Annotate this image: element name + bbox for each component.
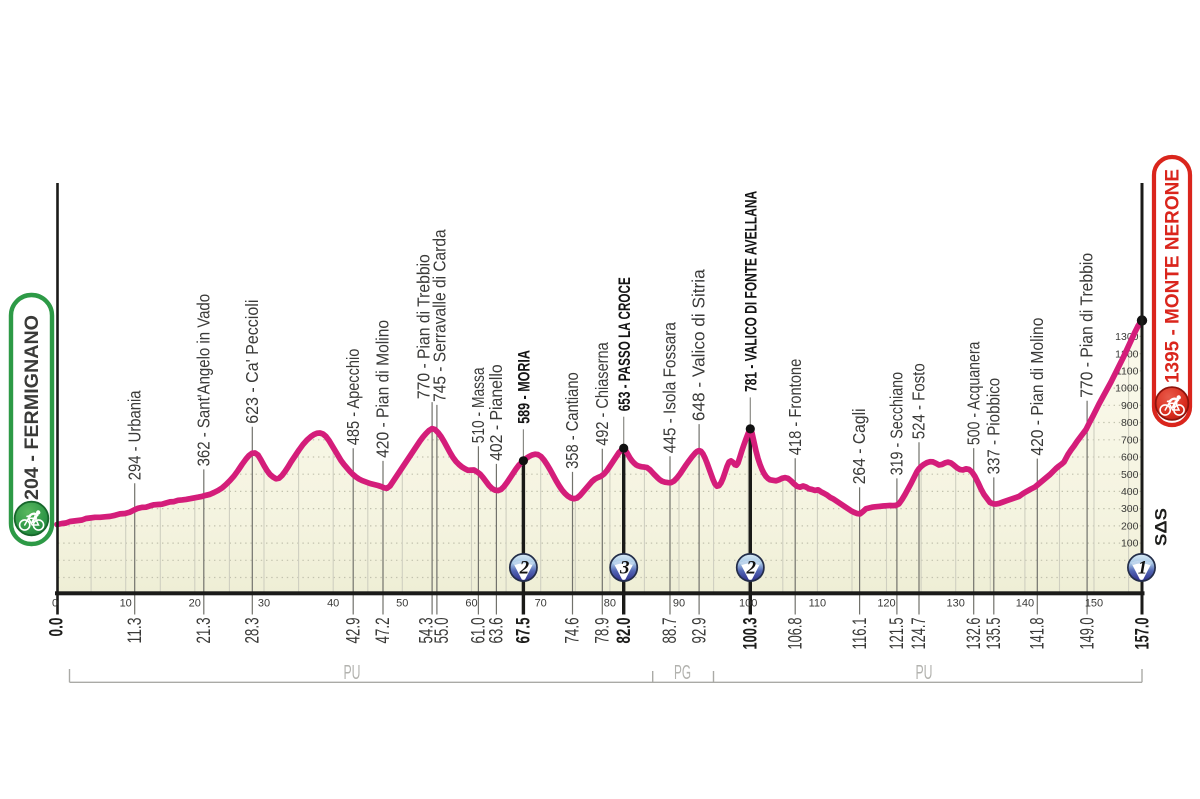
svg-text:157.0: 157.0 xyxy=(1133,618,1154,650)
svg-text:589 - MORIA: 589 - MORIA xyxy=(515,350,534,424)
svg-text:770 - Pian di Trebbio: 770 - Pian di Trebbio xyxy=(414,254,434,399)
svg-text:54.3: 54.3 xyxy=(416,618,437,644)
svg-text:402 - Pianello: 402 - Pianello xyxy=(486,364,506,461)
svg-text:55.0: 55.0 xyxy=(432,618,453,644)
svg-text:300: 300 xyxy=(1121,503,1139,515)
svg-text:82.0: 82.0 xyxy=(614,618,635,644)
svg-text:319 - Secchiano: 319 - Secchiano xyxy=(887,372,907,476)
svg-text:20: 20 xyxy=(189,598,201,610)
svg-text:110: 110 xyxy=(809,598,827,610)
svg-text:3: 3 xyxy=(619,558,630,579)
svg-text:60: 60 xyxy=(465,598,477,610)
svg-text:74.6: 74.6 xyxy=(563,618,584,644)
svg-text:PU: PU xyxy=(344,662,361,684)
svg-text:61.0: 61.0 xyxy=(469,618,490,644)
svg-text:63.6: 63.6 xyxy=(487,618,508,644)
svg-text:445 - Isola Fossara: 445 - Isola Fossara xyxy=(660,322,680,453)
svg-text:358 - Cantiano: 358 - Cantiano xyxy=(562,372,582,469)
svg-text:510 - Massa: 510 - Massa xyxy=(468,367,488,443)
svg-text:0: 0 xyxy=(52,598,58,610)
svg-text:100.3: 100.3 xyxy=(741,618,762,650)
svg-text:80: 80 xyxy=(604,598,616,610)
svg-text:500 - Acquanera: 500 - Acquanera xyxy=(963,341,983,445)
svg-text:420 - Pian di Molino: 420 - Pian di Molino xyxy=(1027,318,1047,456)
svg-text:500: 500 xyxy=(1121,469,1139,481)
svg-text:745 - Serravalle di Carda: 745 - Serravalle di Carda xyxy=(429,229,449,402)
svg-text:67.5: 67.5 xyxy=(514,617,535,643)
svg-text:362 - Sant'Angelo in Vado: 362 - Sant'Angelo in Vado xyxy=(193,294,213,467)
svg-text:700: 700 xyxy=(1121,434,1139,446)
svg-text:30: 30 xyxy=(258,598,270,610)
svg-text:1395 - MONTE NERONE: 1395 - MONTE NERONE xyxy=(1163,169,1184,383)
svg-text:200: 200 xyxy=(1121,521,1139,533)
svg-text:70: 70 xyxy=(535,598,547,610)
svg-text:420 - Pian di Molino: 420 - Pian di Molino xyxy=(373,320,393,458)
svg-text:204 - FERMIGNANO: 204 - FERMIGNANO xyxy=(22,315,43,500)
svg-text:130: 130 xyxy=(947,598,965,610)
svg-text:400: 400 xyxy=(1121,486,1139,498)
svg-text:92.9: 92.9 xyxy=(689,618,710,644)
svg-text:116.1: 116.1 xyxy=(850,618,871,650)
svg-text:21.3: 21.3 xyxy=(194,618,215,644)
svg-text:135.5: 135.5 xyxy=(984,618,1005,650)
svg-text:294 - Urbania: 294 - Urbania xyxy=(124,390,144,480)
svg-text:42.9: 42.9 xyxy=(343,618,364,644)
svg-text:124.7: 124.7 xyxy=(909,618,930,650)
svg-text:141.8: 141.8 xyxy=(1028,618,1049,650)
svg-text:781 - VALICO DI FONTE AVELLANA: 781 - VALICO DI FONTE AVELLANA xyxy=(741,191,760,392)
svg-text:623 - Ca' Peccioli: 623 - Ca' Peccioli xyxy=(242,300,262,424)
svg-text:1000: 1000 xyxy=(1115,383,1139,395)
svg-text:1: 1 xyxy=(1138,558,1148,579)
svg-text:800: 800 xyxy=(1121,417,1139,429)
svg-text:50: 50 xyxy=(396,598,408,610)
svg-text:121.5: 121.5 xyxy=(887,618,908,650)
svg-text:140: 140 xyxy=(1016,598,1034,610)
svg-text:78.9: 78.9 xyxy=(593,618,614,644)
svg-text:264 - Cagli: 264 - Cagli xyxy=(849,408,869,484)
svg-text:2: 2 xyxy=(519,558,530,579)
svg-text:485 - Apecchio: 485 - Apecchio xyxy=(343,349,363,446)
svg-text:PU: PU xyxy=(916,662,933,684)
svg-text:648 - Valico di Sitria: 648 - Valico di Sitria xyxy=(689,269,709,421)
svg-text:88.7: 88.7 xyxy=(660,618,681,644)
svg-text:2: 2 xyxy=(746,558,757,579)
svg-text:653 - PASSO LA CROCE: 653 - PASSO LA CROCE xyxy=(615,277,634,411)
svg-text:11.3: 11.3 xyxy=(125,618,146,644)
svg-text:149.0: 149.0 xyxy=(1077,618,1098,650)
svg-text:0.0: 0.0 xyxy=(47,618,68,637)
svg-text:90: 90 xyxy=(673,598,685,610)
svg-text:47.2: 47.2 xyxy=(373,618,394,644)
svg-text:418 - Frontone: 418 - Frontone xyxy=(785,359,805,456)
svg-text:10: 10 xyxy=(120,598,132,610)
svg-text:1100: 1100 xyxy=(1116,366,1139,378)
svg-text:100: 100 xyxy=(739,598,757,610)
svg-text:106.8: 106.8 xyxy=(785,618,806,650)
svg-text:492 - Chiaserna: 492 - Chiaserna xyxy=(592,342,612,446)
svg-text:28.3: 28.3 xyxy=(243,618,264,644)
svg-text:120: 120 xyxy=(877,598,895,610)
svg-text:337 - Piobbico: 337 - Piobbico xyxy=(983,378,1003,475)
svg-text:PG: PG xyxy=(674,662,691,684)
svg-text:40: 40 xyxy=(327,598,339,610)
svg-text:150: 150 xyxy=(1085,598,1103,610)
svg-text:900: 900 xyxy=(1121,400,1139,412)
svg-text:770 - Pian di Trebbio: 770 - Pian di Trebbio xyxy=(1077,253,1097,398)
svg-text:600: 600 xyxy=(1121,452,1139,464)
svg-text:SΔS: SΔS xyxy=(1152,508,1171,546)
svg-text:100: 100 xyxy=(1121,538,1139,550)
svg-text:132.6: 132.6 xyxy=(964,618,985,650)
svg-text:524 - Fosto: 524 - Fosto xyxy=(909,363,929,439)
